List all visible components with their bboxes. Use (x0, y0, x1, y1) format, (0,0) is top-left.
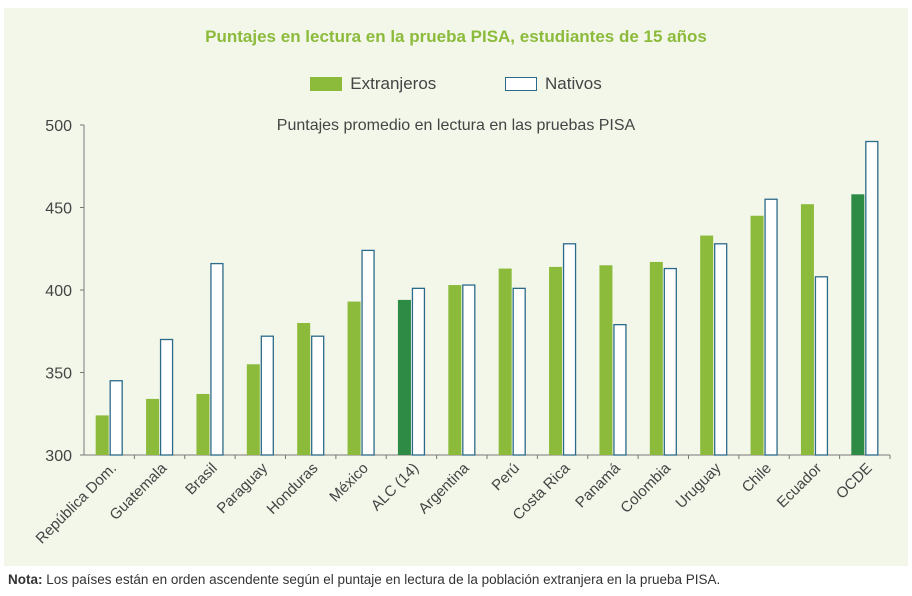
bar-extranjeros (800, 204, 814, 455)
footnote: Nota: Los países están en orden ascenden… (8, 572, 720, 587)
bar-nativos (814, 276, 829, 456)
note-label: Nota: (8, 572, 43, 587)
bar-nativos (159, 338, 174, 456)
x-tick-label: Ecuador (774, 460, 826, 512)
bar-extranjeros (196, 393, 210, 455)
bar-extranjeros (649, 261, 663, 455)
legend-item-nativos: Nativos (505, 74, 602, 94)
x-tick-label: Uruguay (672, 459, 724, 511)
bar-nativos (512, 287, 526, 456)
bar-nativos (663, 267, 677, 456)
bar-nativos (613, 323, 627, 456)
legend-label: Nativos (545, 74, 602, 93)
x-tick-label: República Dom. (33, 460, 120, 547)
x-tick-label: ALC (14) (368, 460, 422, 514)
bar-extranjeros (146, 398, 160, 455)
x-tick-label: OCDE (833, 460, 876, 503)
bar-extranjeros (851, 194, 865, 456)
x-tick-label: Panamá (572, 459, 624, 511)
x-tick-label: Honduras (264, 460, 322, 518)
x-tick-label: Paraguay (214, 459, 272, 517)
bar-nativos (714, 243, 728, 456)
legend-label: Extranjeros (350, 74, 437, 93)
bar-nativos (865, 140, 879, 456)
x-tick-label: Brasil (182, 460, 221, 499)
legend: Extranjeros Nativos (0, 74, 912, 96)
legend-item-extranjeros: Extranjeros (310, 74, 436, 94)
bar-extranjeros (599, 265, 613, 455)
bar-extranjeros (246, 364, 260, 455)
legend-swatch (505, 77, 538, 91)
bar-extranjeros (700, 235, 714, 455)
x-tick-label: Chile (739, 460, 775, 496)
y-tick-label: 300 (45, 448, 72, 465)
bar-nativos (361, 249, 375, 456)
chart-title: Puntajes en lectura en la prueba PISA, e… (205, 27, 707, 46)
bar-extranjeros (347, 301, 361, 455)
y-tick-label: 450 (45, 201, 72, 218)
x-tick-label: Argentina (415, 459, 473, 517)
bar-extranjeros (397, 299, 411, 455)
bar-nativos (260, 335, 274, 456)
x-tick-label: Colombia (617, 459, 674, 516)
y-tick-label: 350 (45, 366, 72, 383)
bar-extranjeros (549, 266, 563, 455)
bar-nativos (562, 243, 577, 456)
bar-nativos (764, 198, 778, 456)
x-tick-label: México (326, 460, 372, 506)
bar-extranjeros (95, 415, 109, 455)
bar-nativos (109, 380, 123, 456)
x-tick-label: Perú (489, 460, 523, 494)
chart-subtitle: Puntajes promedio en lectura en las prue… (276, 117, 636, 134)
bar-extranjeros (750, 215, 764, 455)
note-text: Los países están en orden ascendente seg… (46, 572, 721, 587)
bar-nativos (210, 262, 224, 456)
legend-swatch (310, 77, 343, 91)
bar-extranjeros (498, 268, 512, 455)
y-tick-label: 400 (45, 283, 72, 300)
bar-nativos (462, 284, 476, 456)
y-tick-label: 500 (45, 118, 72, 135)
bar-nativos (411, 287, 426, 456)
bar-nativos (311, 335, 325, 456)
bar-extranjeros (297, 323, 311, 455)
bar-extranjeros (448, 285, 462, 455)
